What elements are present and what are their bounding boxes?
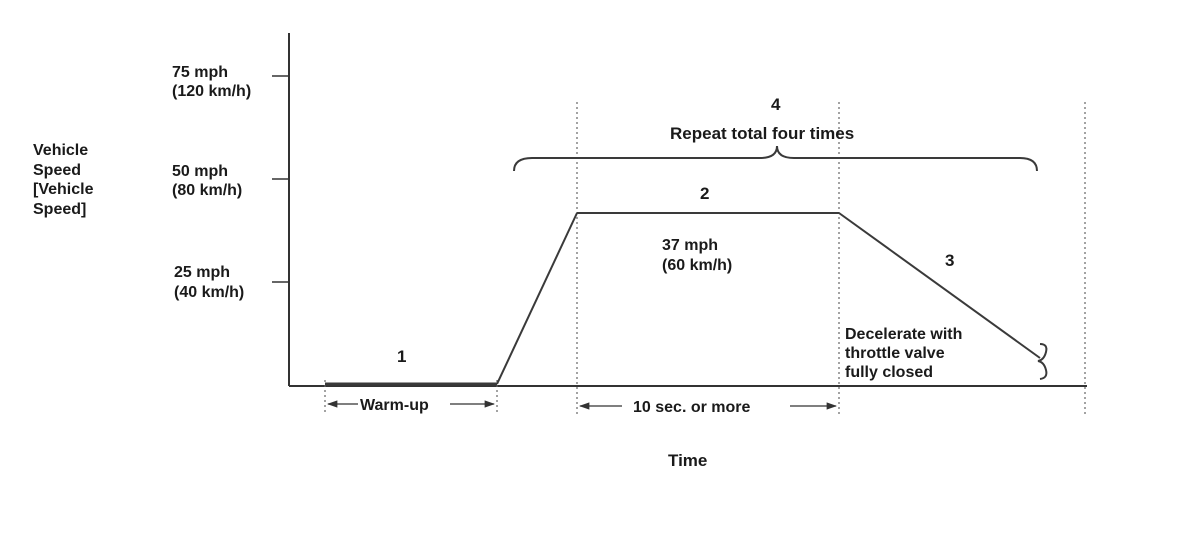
x-axis-label: Time: [668, 451, 707, 470]
cruise-speed-label: 37 mph (60 km/h): [662, 237, 732, 274]
y-tick-50-kmh: (80 km/h): [172, 182, 242, 199]
step-1-label: 1: [397, 347, 406, 366]
decel-note-line-1: Decelerate with: [845, 326, 962, 343]
profile-accelerate-segment: [496, 212, 578, 385]
decel-note: Decelerate with throttle valve fully clo…: [845, 326, 962, 381]
y-axis-label-line-1: Vehicle: [33, 142, 88, 159]
y-tick-25-kmh: (40 km/h): [174, 284, 244, 301]
repeat-label: Repeat total four times: [670, 124, 854, 143]
y-tick-50: 50 mph (80 km/h): [172, 163, 242, 199]
decel-note-line-3: fully closed: [845, 364, 933, 381]
step-4-label: 4: [771, 95, 781, 114]
step-2-label: 2: [700, 184, 709, 203]
profile-decelerate-segment: [838, 212, 1041, 359]
y-tick-75-kmh: (120 km/h): [172, 83, 251, 100]
y-axis-label: Vehicle Speed [Vehicle Speed]: [33, 142, 94, 218]
y-tick-75-mph: 75 mph: [172, 64, 228, 81]
cruise-speed-kmh: (60 km/h): [662, 257, 732, 274]
y-axis-label-line-4: Speed]: [33, 201, 86, 218]
warmup-label: Warm-up: [360, 397, 429, 414]
y-tick-25: 25 mph (40 km/h): [174, 264, 244, 301]
y-axis-label-line-2: Speed: [33, 162, 81, 179]
decel-note-line-2: throttle valve: [845, 345, 945, 362]
repeat-brace: [513, 145, 1038, 172]
cruise-speed-mph: 37 mph: [662, 237, 718, 254]
y-tick-25-mph: 25 mph: [174, 264, 230, 281]
y-tick-50-mph: 50 mph: [172, 163, 228, 180]
decel-end-brace: [1037, 343, 1048, 380]
hold-label: 10 sec. or more: [633, 399, 751, 416]
step-3-label: 3: [945, 251, 954, 270]
y-tick-75: 75 mph (120 km/h): [172, 64, 251, 100]
y-axis-label-line-3: [Vehicle: [33, 181, 94, 198]
